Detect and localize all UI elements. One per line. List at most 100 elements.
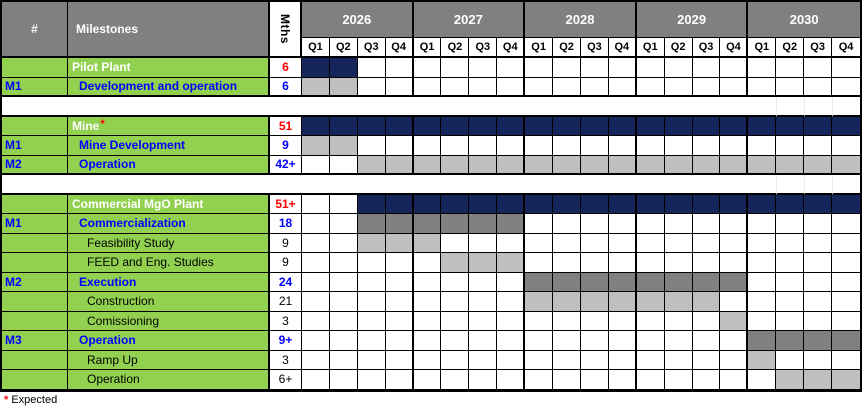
timeline-cell — [497, 136, 526, 156]
gantt-bar-cell — [413, 214, 442, 234]
timeline-cell — [692, 233, 721, 253]
timeline-cell — [441, 233, 470, 253]
footnote-marker: * — [4, 393, 9, 406]
spacer-row — [2, 175, 777, 195]
timeline-cell — [720, 58, 749, 78]
gantt-bar-cell — [302, 77, 330, 97]
timeline-cell — [469, 136, 498, 156]
gantt-bar-cell — [553, 116, 581, 136]
timeline-cell — [804, 253, 833, 273]
timeline-cell — [832, 58, 860, 78]
timeline-cell — [302, 155, 330, 175]
timeline-cell — [302, 253, 330, 273]
gantt-bar-cell — [469, 214, 498, 234]
row-months-cell: 51 — [270, 116, 302, 136]
spacer-cell — [832, 97, 860, 117]
timeline-cell — [776, 253, 805, 273]
gantt-bar-cell — [385, 233, 414, 253]
timeline-cell — [329, 272, 358, 292]
quarter-header-2030-Q4: Q4 — [832, 38, 860, 58]
row-id-cell — [2, 253, 68, 273]
timeline-cell — [553, 214, 581, 234]
year-header-2030: 2030 — [748, 2, 860, 38]
row-id-cell: M2 — [2, 155, 68, 175]
timeline-cell — [357, 292, 386, 312]
row-label: Commercialization — [79, 216, 186, 231]
timeline-cell — [413, 292, 442, 312]
timeline-cell — [302, 292, 330, 312]
timeline-cell — [748, 77, 777, 97]
row-id-cell: M1 — [2, 214, 68, 234]
timeline-cell — [329, 350, 358, 370]
timeline-cell — [692, 253, 721, 273]
timeline-cell — [664, 77, 693, 97]
gantt-bar-cell — [469, 155, 498, 175]
timeline-cell — [302, 272, 330, 292]
quarter-header-2029-Q2: Q2 — [664, 38, 693, 58]
gantt-bar-cell — [804, 370, 833, 390]
footnote: * Expected — [0, 392, 862, 408]
row-id-cell: M2 — [2, 272, 68, 292]
timeline-cell — [302, 311, 330, 331]
timeline-cell — [720, 253, 749, 273]
gantt-bar-cell — [720, 116, 749, 136]
row-label-cell: Pilot Plant — [68, 58, 270, 78]
timeline-cell — [413, 350, 442, 370]
timeline-cell — [553, 370, 581, 390]
row-id-cell — [2, 350, 68, 370]
gantt-bar-cell — [553, 194, 581, 214]
row-label: Feasibility Study — [87, 235, 175, 250]
gantt-bar-cell — [804, 331, 833, 351]
gantt-bar-cell — [413, 233, 442, 253]
timeline-cell — [664, 136, 693, 156]
spacer-cell — [804, 97, 833, 117]
row-months-cell: 9 — [270, 253, 302, 273]
timeline-cell — [497, 58, 526, 78]
row-label-cell: Operation — [68, 331, 270, 351]
spacer-row — [2, 97, 777, 117]
timeline-cell — [497, 370, 526, 390]
timeline-cell — [525, 136, 554, 156]
gantt-bar-cell — [748, 194, 777, 214]
timeline-cell — [776, 311, 805, 331]
timeline-cell — [664, 370, 693, 390]
timeline-cell — [302, 370, 330, 390]
timeline-cell — [804, 136, 833, 156]
gantt-bar-cell — [720, 194, 749, 214]
gantt-bar-cell — [329, 116, 358, 136]
gantt-bar-cell — [525, 292, 554, 312]
row-label: FEED and Eng. Studies — [87, 255, 214, 270]
timeline-cell — [664, 58, 693, 78]
gantt-bar-cell — [385, 214, 414, 234]
timeline-cell — [608, 311, 637, 331]
timeline-cell — [636, 331, 665, 351]
gantt-bar-cell — [692, 155, 721, 175]
timeline-cell — [580, 214, 609, 234]
timeline-cell — [720, 136, 749, 156]
year-header-2027: 2027 — [413, 2, 526, 38]
timeline-cell — [608, 77, 637, 97]
timeline-cell — [804, 214, 833, 234]
row-months-cell: 6 — [270, 58, 302, 78]
expected-marker: * — [100, 117, 105, 130]
timeline-cell — [776, 214, 805, 234]
timeline-cell — [385, 77, 414, 97]
gantt-bar-cell — [469, 194, 498, 214]
timeline-cell — [441, 350, 470, 370]
row-months-cell: 9 — [270, 136, 302, 156]
gantt-bar-cell — [720, 272, 749, 292]
gantt-bar-cell — [748, 155, 777, 175]
timeline-cell — [413, 136, 442, 156]
timeline-cell — [636, 350, 665, 370]
timeline-cell — [413, 77, 442, 97]
timeline-cell — [748, 272, 777, 292]
timeline-cell — [329, 194, 358, 214]
timeline-cell — [580, 77, 609, 97]
timeline-cell — [441, 136, 470, 156]
row-label-cell: Construction — [68, 292, 270, 312]
timeline-cell — [636, 311, 665, 331]
gantt-bar-cell — [497, 253, 526, 273]
timeline-cell — [580, 350, 609, 370]
timeline-cell — [580, 331, 609, 351]
